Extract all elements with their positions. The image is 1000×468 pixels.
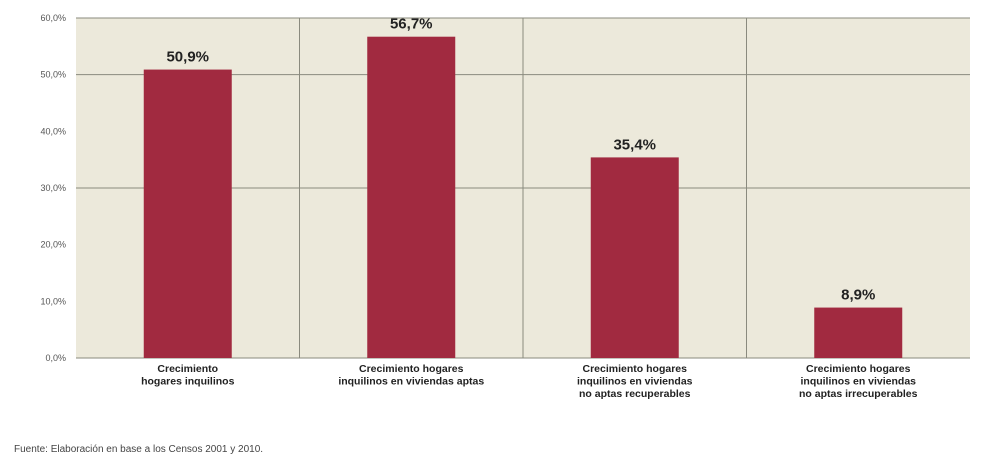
source-note: Fuente: Elaboración en base a los Censos… [14,444,264,455]
data-label: 56,7% [390,16,433,33]
bar [814,307,903,358]
category-label: Crecimiento [157,363,218,375]
y-tick-label: 50,0% [40,70,66,80]
y-tick-label: 20,0% [40,240,66,250]
bar [143,69,232,359]
category-label: Crecimiento hogares [359,363,464,375]
category-label: hogares inquilinos [141,376,235,388]
category-label: inquilinos en viviendas [577,376,693,388]
category-label: Crecimiento hogares [583,363,688,375]
category-label: no aptas irrecuperables [799,388,918,400]
category-label: Crecimiento hogares [806,363,911,375]
category-label: inquilinos en viviendas aptas [338,376,484,388]
category-label: inquilinos en viviendas [800,376,916,388]
data-label: 35,4% [613,136,656,153]
data-label: 50,9% [166,49,209,66]
bar-chart: 0,0% 10,0% 20,0% 30,0% 40,0% 50,0% 60,0% 50,9% C… [40,13,970,400]
data-label: 8,9% [841,287,875,304]
y-tick-label: 10,0% [40,296,66,306]
bar [590,157,679,358]
y-tick-label: 40,0% [40,126,66,136]
category-label: no aptas recuperables [579,388,691,400]
chart: 0,0% 10,0% 20,0% 30,0% 40,0% 50,0% 60,0% 50,9% C… [40,13,970,400]
y-tick-label: 60,0% [40,13,66,23]
y-tick-label: 0,0% [45,353,66,363]
y-tick-label: 30,0% [40,183,66,193]
bar [367,36,456,358]
